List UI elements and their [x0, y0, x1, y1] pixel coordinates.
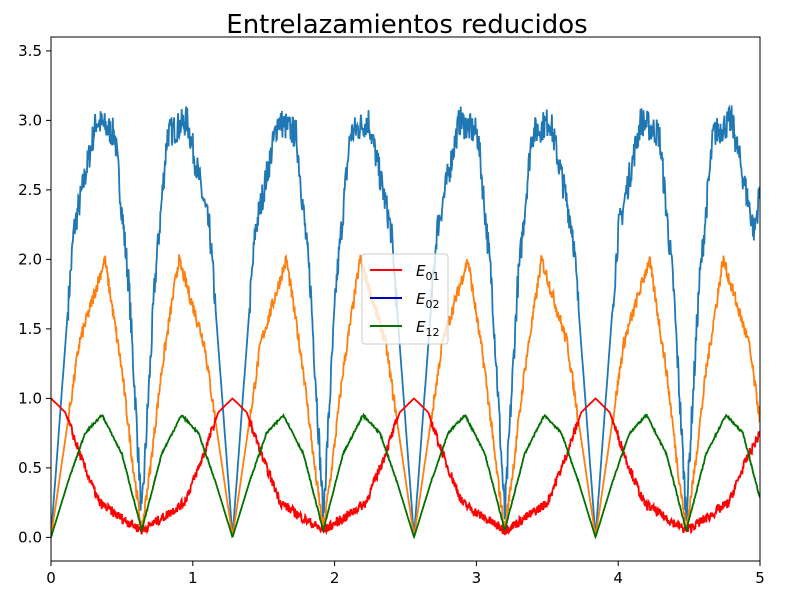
x-tick-label: 0 [46, 569, 56, 587]
legend-box [361, 253, 449, 345]
x-tick-label: 4 [613, 569, 623, 587]
y-tick-label: 3.5 [18, 42, 42, 60]
series-line-0 [51, 104, 760, 538]
x-tick-label: 2 [330, 569, 340, 587]
legend-label: E01 [416, 262, 439, 283]
series-line-1 [51, 254, 760, 539]
series-line-2 [51, 397, 760, 536]
y-tick-label: 1.0 [18, 389, 42, 407]
x-tick-label: 3 [472, 569, 482, 587]
series-line-3 [51, 412, 760, 540]
plot-frame [50, 36, 761, 562]
x-tick-label: 5 [755, 569, 765, 587]
x-tick-label: 1 [188, 569, 198, 587]
y-tick-label: 0.5 [18, 459, 42, 477]
legend-label: E12 [416, 318, 439, 339]
chart-title: Entrelazamientos reducidos [226, 10, 587, 40]
y-tick-label: 2.0 [18, 250, 42, 268]
y-tick-label: 3.0 [18, 111, 42, 129]
legend-label: E02 [416, 290, 439, 311]
y-tick-label: 2.5 [18, 181, 42, 199]
y-tick-label: 1.5 [18, 320, 42, 338]
y-tick-label: 0.0 [18, 528, 42, 546]
